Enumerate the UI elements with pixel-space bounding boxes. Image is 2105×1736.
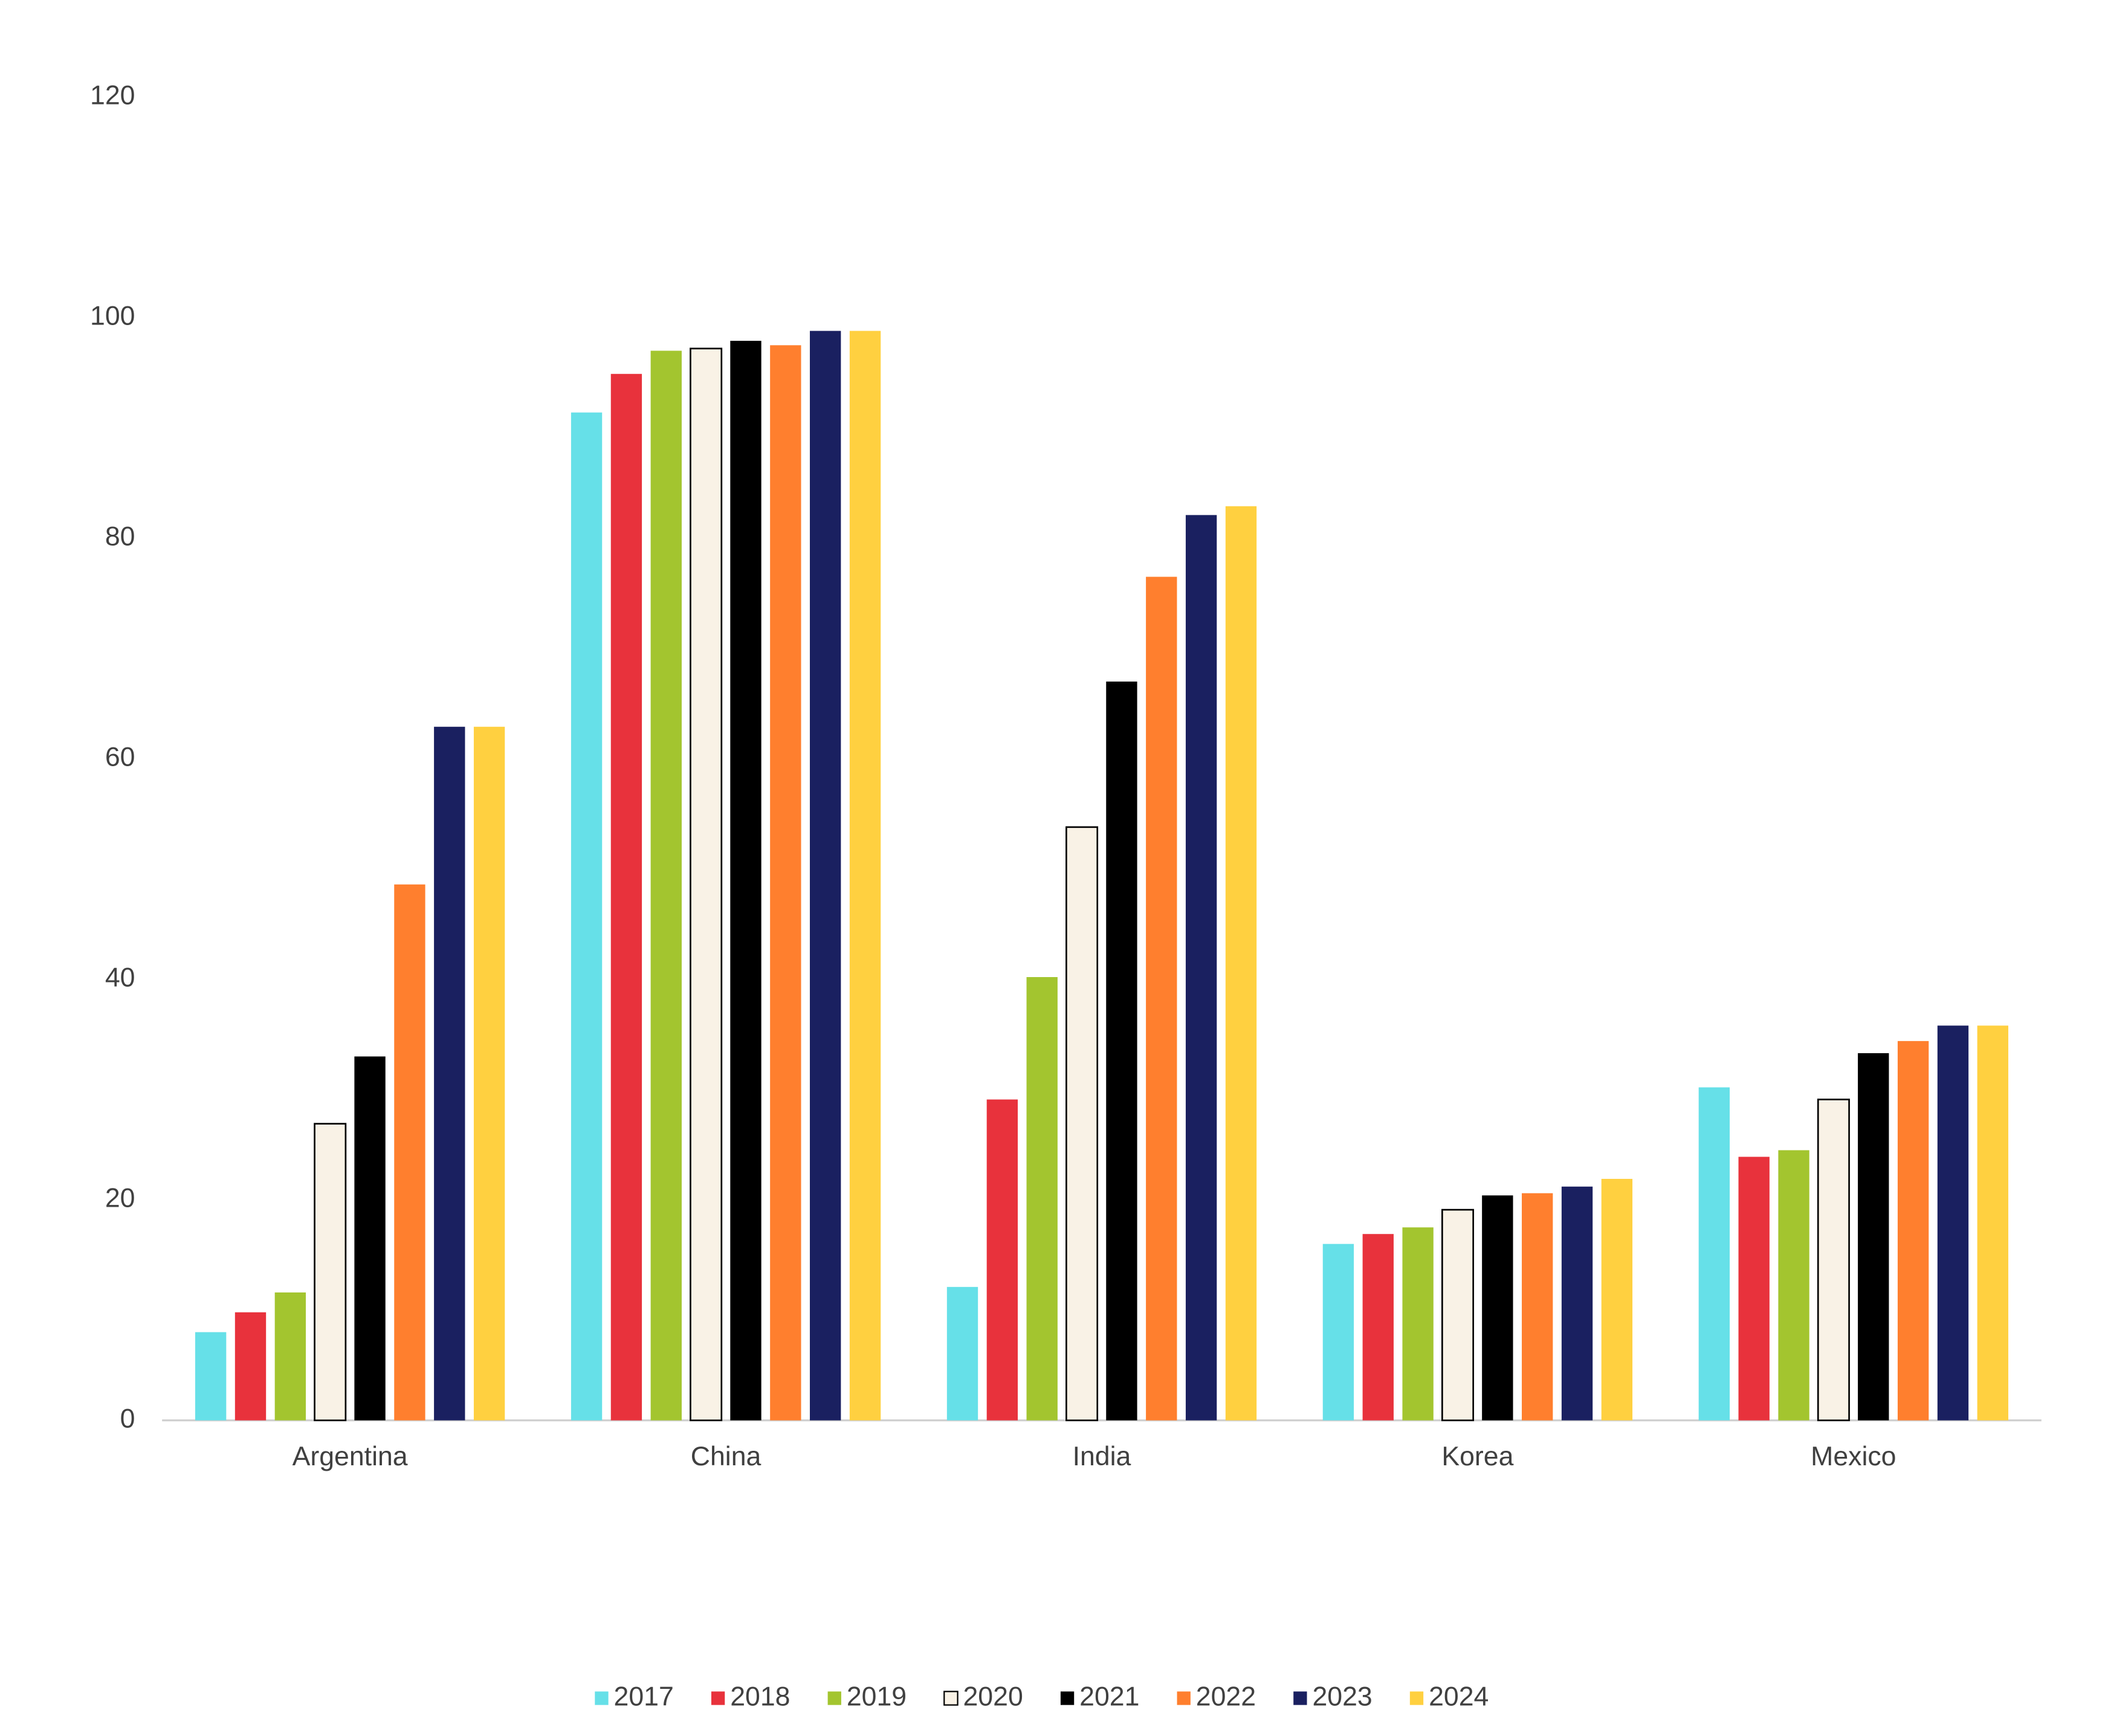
bar — [1146, 576, 1177, 1421]
legend-swatch — [1409, 1691, 1424, 1705]
y-tick-label: 20 — [105, 1183, 135, 1213]
bar — [1185, 515, 1217, 1421]
bar — [1441, 1208, 1474, 1421]
bar — [1738, 1157, 1770, 1421]
bar — [1897, 1041, 1929, 1421]
bar — [770, 345, 801, 1421]
legend-label: 2021 — [1079, 1682, 1139, 1711]
bar — [1561, 1186, 1593, 1421]
bar — [610, 373, 642, 1421]
bar — [1977, 1025, 2008, 1421]
x-tick-label: Argentina — [293, 1442, 408, 1471]
bar — [473, 726, 505, 1421]
bar — [849, 331, 881, 1421]
legend-label: 2024 — [1429, 1682, 1489, 1711]
y-tick-label: 40 — [105, 963, 135, 992]
bar — [1322, 1244, 1354, 1421]
bar — [986, 1099, 1018, 1421]
bar — [434, 726, 465, 1421]
legend-swatch — [711, 1691, 725, 1705]
y-tick-label: 80 — [105, 521, 135, 551]
x-tick-label: Korea — [1441, 1442, 1513, 1471]
bar — [1482, 1195, 1513, 1421]
bar — [690, 347, 723, 1421]
legend-swatch — [1060, 1691, 1075, 1705]
legend-swatch — [827, 1691, 841, 1705]
x-tick-label: China — [691, 1442, 761, 1471]
bar — [354, 1056, 386, 1421]
bar — [1937, 1025, 1969, 1421]
bar — [1065, 826, 1099, 1421]
legend: 2017 2018 2019 2020 2021 2022 2023 2024 — [595, 1682, 1489, 1711]
legend-swatch — [595, 1691, 609, 1705]
legend-label: 2019 — [847, 1682, 907, 1711]
bar — [1402, 1227, 1434, 1421]
y-tick-label: 120 — [90, 81, 135, 111]
legend-label: 2022 — [1196, 1682, 1256, 1711]
bar — [571, 412, 603, 1421]
legend-label: 2023 — [1312, 1682, 1372, 1711]
bar — [314, 1123, 347, 1421]
bar — [274, 1292, 306, 1421]
bar — [810, 331, 841, 1421]
y-tick-label: 0 — [120, 1404, 135, 1433]
bar — [650, 350, 682, 1421]
legend-swatch — [1293, 1691, 1307, 1705]
x-tick-label: India — [1073, 1442, 1131, 1471]
bar — [1522, 1193, 1553, 1421]
bar — [1858, 1053, 1889, 1421]
bar — [195, 1332, 227, 1421]
bar — [1362, 1234, 1394, 1421]
bar — [730, 341, 761, 1421]
y-tick-label: 100 — [90, 302, 135, 331]
legend-label: 2018 — [730, 1682, 790, 1711]
legend-swatch — [1177, 1691, 1191, 1705]
bar — [1698, 1087, 1730, 1421]
bar — [1778, 1150, 1809, 1421]
bar — [234, 1312, 267, 1421]
legend-label: 2020 — [963, 1682, 1023, 1711]
bar — [1026, 977, 1058, 1421]
y-tick-label: 60 — [105, 742, 135, 772]
legend-label: 2017 — [614, 1682, 674, 1711]
bar — [394, 884, 425, 1421]
legend-swatch — [943, 1691, 959, 1706]
x-tick-label: Mexico — [1811, 1442, 1896, 1471]
bar — [946, 1286, 978, 1421]
bar — [1601, 1178, 1633, 1421]
bar — [1106, 681, 1137, 1421]
bar — [1225, 506, 1257, 1421]
bar — [1817, 1099, 1850, 1421]
